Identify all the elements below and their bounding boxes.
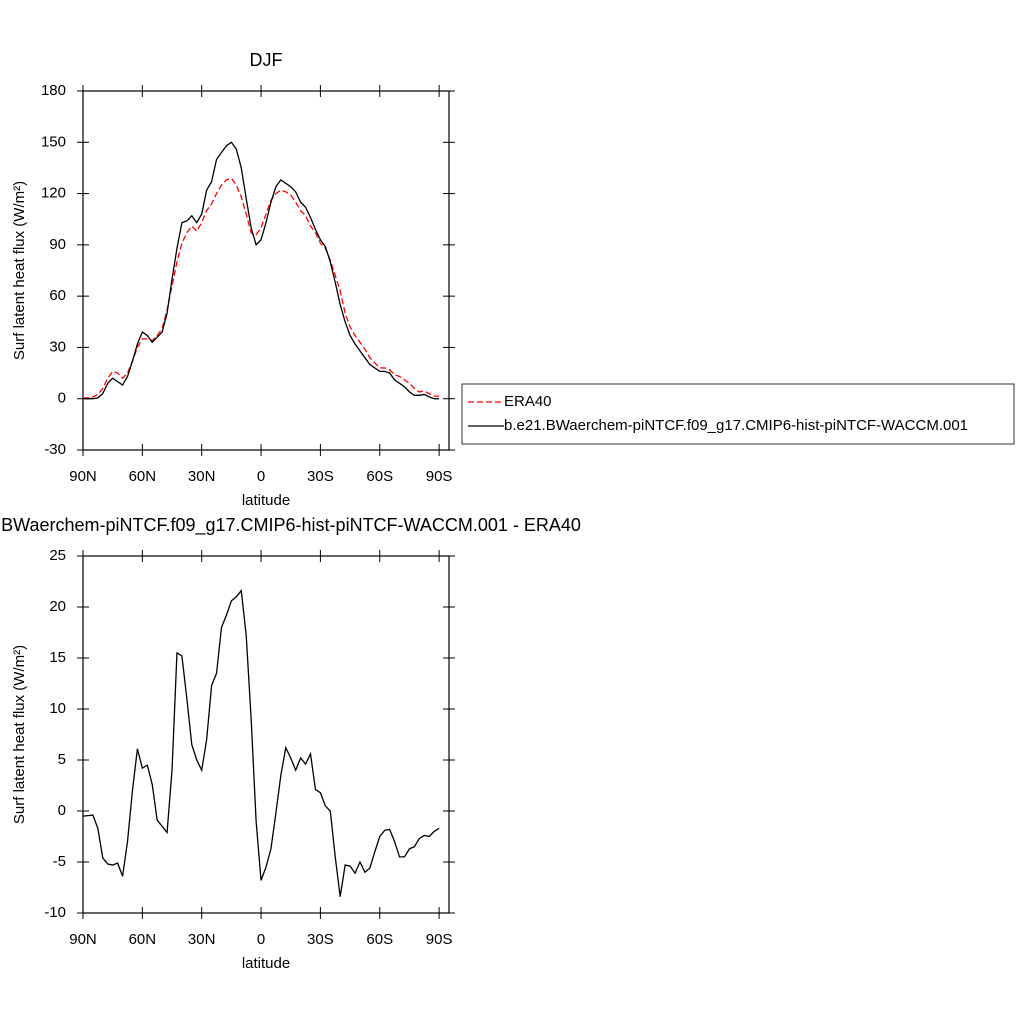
x-tick-label: 30N	[188, 468, 216, 485]
plot-frame	[82, 90, 450, 451]
y-tick-label: 150	[41, 133, 66, 150]
x-axis-label: latitude	[242, 955, 290, 972]
y-tick-label: 20	[49, 598, 66, 615]
x-tick-label: 90N	[69, 468, 97, 485]
x-tick-label: 30S	[307, 931, 334, 948]
y-tick-label: 120	[41, 185, 66, 202]
x-tick-label: 60N	[129, 468, 157, 485]
plot-frame	[82, 555, 450, 914]
chart-title: DJF	[250, 50, 283, 70]
x-tick-label: 0	[257, 468, 265, 485]
x-tick-label: 90S	[426, 468, 453, 485]
y-tick-label: 60	[49, 287, 66, 304]
y-tick-label: 25	[49, 547, 66, 564]
data-line	[82, 589, 440, 897]
y-tick-label: 0	[58, 802, 66, 819]
x-tick-label: 90N	[69, 931, 97, 948]
x-tick-label: 30S	[307, 468, 334, 485]
y-tick-label: -30	[44, 441, 66, 458]
legend-box	[461, 383, 1015, 445]
chart-title: b.e21.BWaerchem-piNTCF.f09_g17.CMIP6-his…	[0, 515, 581, 536]
y-tick-label: 0	[58, 390, 66, 407]
x-tick-label: 60S	[366, 931, 393, 948]
x-tick-label: 0	[257, 931, 265, 948]
y-tick-label: 10	[49, 700, 66, 717]
y-axis-label: Surf latent heat flux (W/m²)	[11, 181, 28, 360]
y-tick-label: 180	[41, 82, 66, 99]
y-tick-label: 15	[49, 649, 66, 666]
data-line	[83, 177, 440, 399]
x-tick-label: 60N	[129, 931, 157, 948]
x-tick-label: 60S	[366, 468, 393, 485]
y-tick-label: 90	[49, 236, 66, 253]
y-tick-label: -10	[44, 904, 66, 921]
y-tick-label: -5	[53, 853, 66, 870]
y-tick-label: 5	[58, 751, 66, 768]
data-line	[83, 141, 440, 400]
legend-label: ERA40	[504, 393, 552, 410]
x-axis-label: latitude	[242, 492, 290, 509]
y-tick-label: 30	[49, 338, 66, 355]
x-tick-label: 30N	[188, 931, 216, 948]
x-tick-label: 90S	[426, 931, 453, 948]
y-axis-label: Surf latent heat flux (W/m²)	[11, 645, 28, 824]
legend-label: b.e21.BWaerchem-piNTCF.f09_g17.CMIP6-his…	[504, 417, 968, 434]
